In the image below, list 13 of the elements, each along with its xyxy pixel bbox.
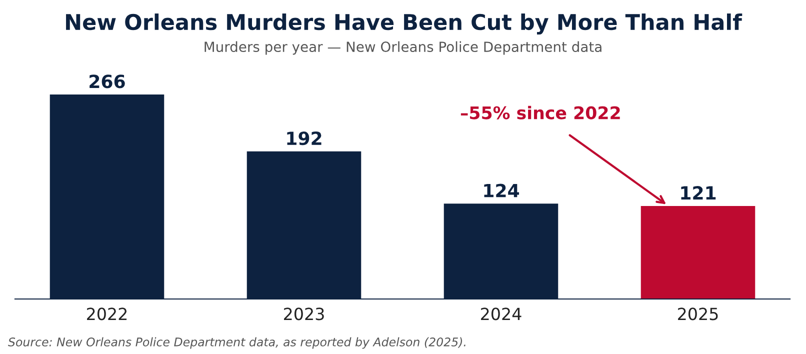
annotation: –55% since 2022 [460, 106, 620, 120]
x-tick-label: 2023 [284, 308, 324, 320]
x-tick-label: 2025 [678, 308, 718, 320]
chart-subtitle: Murders per year — New Orleans Police Department data [204, 41, 602, 55]
data-label: 124 [484, 184, 520, 198]
chart-title: New Orleans Murders Have Been Cut by More Than Half [66, 14, 742, 34]
x-tick-label: 2024 [481, 308, 522, 320]
bar [640, 206, 756, 299]
source-note: Source: New Orleans Police Department data, as reported by Adelson (2025). [8, 337, 466, 349]
data-label: 266 [90, 74, 125, 88]
x-tick-label: 2022 [87, 308, 127, 320]
data-label: 121 [681, 186, 716, 200]
data-label: 192 [287, 131, 322, 146]
